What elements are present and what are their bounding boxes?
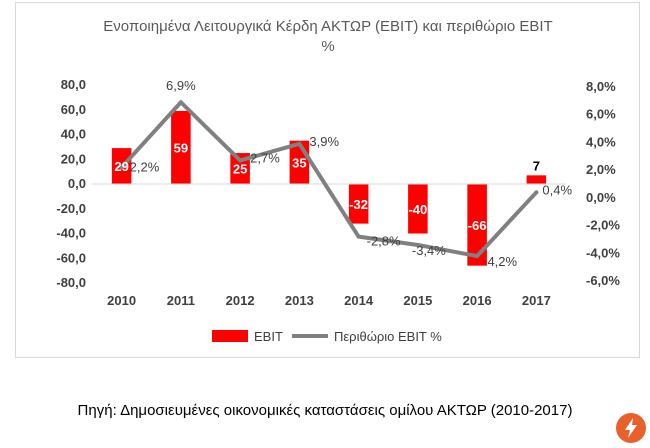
bar-data-label: -66 <box>468 218 487 233</box>
y-right-tick-label: 4,0% <box>586 134 616 149</box>
x-tick-label: 2011 <box>167 293 195 308</box>
line-data-label: 3,9% <box>309 134 339 149</box>
x-tick-label: 2012 <box>226 293 255 308</box>
bar-data-label: 59 <box>174 140 188 155</box>
line-layer <box>119 100 539 259</box>
bars-layer <box>111 110 547 266</box>
line-point-2012 <box>238 158 243 163</box>
line-point-2017 <box>534 190 539 195</box>
x-tick-label: 2010 <box>107 293 136 308</box>
chart-title-line1: Ενοποιημένα Λειτουργικά Κέρδη ΑΚΤΩΡ (EBI… <box>103 18 552 35</box>
x-tick-label: 2017 <box>522 293 551 308</box>
line-data-label: 6,9% <box>166 78 196 93</box>
chart-svg: Ενοποιημένα Λειτουργικά Κέρδη ΑΚΤΩΡ (EBI… <box>56 18 620 344</box>
y-right-tick-label: 0,0% <box>586 190 616 205</box>
line-data-label: -2,8% <box>367 234 401 249</box>
line-point-2010 <box>119 165 124 170</box>
legend-swatch-ebit <box>212 330 248 342</box>
y-right-tick-label: 8,0% <box>586 79 616 94</box>
y-right-tick-label: 2,0% <box>586 162 616 177</box>
y-left-tick-label: 80,0 <box>61 77 86 92</box>
line-data-label: 0,4% <box>542 182 572 197</box>
chart-title-line2: % <box>321 38 334 55</box>
line-point-2014 <box>356 234 361 239</box>
y-left-tick-label: 60,0 <box>61 102 86 117</box>
y-left-tick-label: -80,0 <box>56 275 86 290</box>
chart-frame: Ενοποιημένα Λειτουργικά Κέρδη ΑΚΤΩΡ (EBI… <box>15 2 640 358</box>
line-data-label: 2,2% <box>130 159 160 174</box>
legend-label-margin: Περιθώριο EBIT % <box>334 329 442 344</box>
x-tick-label: 2014 <box>344 293 374 308</box>
bar-2014 <box>348 184 369 224</box>
y-left-tick-label: -20,0 <box>56 201 86 216</box>
x-tick-label: 2015 <box>403 293 432 308</box>
line-point-2016 <box>475 254 480 259</box>
line-point-2011 <box>178 100 183 105</box>
y-right-tick-label: 6,0% <box>586 107 616 122</box>
lightning-bolt-icon[interactable] <box>616 413 646 443</box>
y-left-tick-label: 0,0 <box>68 176 86 191</box>
y-left-tick-label: -60,0 <box>56 250 86 265</box>
bar-data-label: 25 <box>233 162 247 177</box>
bar-data-label: 35 <box>292 155 306 170</box>
bar-data-label: 7 <box>533 158 540 173</box>
legend-label-ebit: EBIT <box>254 329 283 344</box>
line-data-label: 2,7% <box>250 150 280 165</box>
bar-data-label: -32 <box>349 197 368 212</box>
bar-2015 <box>408 184 428 234</box>
bar-data-label: 29 <box>114 159 128 174</box>
bar-data-label: -40 <box>408 202 427 217</box>
x-tick-label: 2016 <box>463 293 492 308</box>
bar-2011 <box>171 110 191 184</box>
line-series-margin <box>119 100 539 259</box>
y-left-tick-label: -40,0 <box>56 226 86 241</box>
line-data-label: -3,4% <box>412 243 446 258</box>
legend: EBIT Περιθώριο EBIT % <box>212 329 442 344</box>
y-right-tick-label: -2,0% <box>586 218 620 233</box>
y-right-tick-label: -6,0% <box>586 273 620 288</box>
y-right-tick-label: -4,0% <box>586 245 620 260</box>
line-data-label: -4,2% <box>483 254 517 269</box>
line-point-2013 <box>297 141 302 146</box>
bar-2016 <box>467 184 487 266</box>
axis-layer: 80,0 60,0 40,0 20,0 0,0 -20,0 -40,0 -60,0 -80,0 8… <box>56 77 620 308</box>
x-tick-label: 2013 <box>285 293 314 308</box>
source-note: Πηγή: Δημοσιευμένες οικονομικές καταστάσ… <box>77 402 573 419</box>
y-left-tick-label: 20,0 <box>61 151 86 166</box>
line-point-2015 <box>415 242 420 247</box>
bar-2017 <box>526 175 547 184</box>
y-left-tick-label: 40,0 <box>61 127 86 142</box>
